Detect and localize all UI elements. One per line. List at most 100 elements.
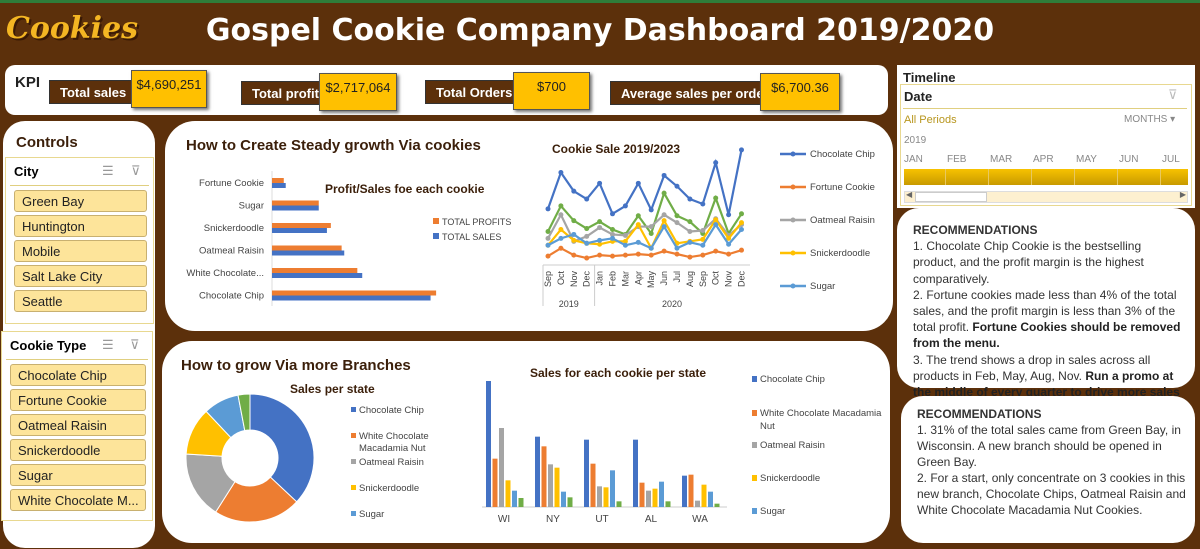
timeline-month: JUL bbox=[1162, 154, 1180, 165]
data-point bbox=[674, 251, 680, 257]
kpi-panel: KPI Total sales $4,690,251 Total profit … bbox=[5, 65, 888, 115]
data-point bbox=[622, 242, 628, 248]
x-tick-label: May bbox=[646, 271, 656, 289]
timeline-year: 2019 bbox=[904, 135, 927, 146]
multi-select-icon[interactable]: ☰ bbox=[102, 163, 114, 178]
legend-swatch bbox=[351, 459, 356, 464]
bar-total-sales bbox=[272, 250, 345, 256]
data-point bbox=[739, 211, 744, 217]
legend-label: Chocolate Chip bbox=[359, 405, 424, 416]
timeline-month-segment[interactable] bbox=[1119, 169, 1161, 185]
timeline-panel: Timeline Date ⊽ All Periods MONTHS ▾ 201… bbox=[897, 65, 1195, 208]
column-bar bbox=[505, 480, 511, 507]
clear-filter-icon[interactable]: ⊽ bbox=[1168, 87, 1178, 102]
cookie-type-slicer: Cookie Type ☰ ⊽ Chocolate Chip Fortune Co… bbox=[1, 331, 153, 521]
data-point bbox=[622, 232, 628, 238]
timeline-month-segment[interactable] bbox=[1033, 169, 1075, 185]
data-point bbox=[739, 147, 744, 153]
timeline-month-segment[interactable] bbox=[1076, 169, 1118, 185]
slicer-item[interactable]: Sugar bbox=[10, 464, 146, 486]
rec1-title: RECOMMENDATIONS bbox=[913, 223, 1038, 237]
data-point bbox=[661, 218, 667, 224]
legend-label: Snickerdoodle bbox=[760, 473, 820, 484]
scrollbar-thumb[interactable] bbox=[915, 192, 987, 202]
x-tick-label: AL bbox=[645, 514, 658, 525]
donut-slice bbox=[215, 476, 298, 523]
section2-title: How to grow Via more Branches bbox=[181, 357, 411, 374]
data-point bbox=[571, 237, 577, 243]
slicer-item[interactable]: Salt Lake City bbox=[14, 265, 147, 287]
data-point bbox=[610, 235, 615, 241]
bar-total-sales bbox=[272, 183, 286, 188]
data-point bbox=[610, 253, 615, 259]
column-bar bbox=[554, 467, 560, 507]
scroll-right-icon[interactable]: ▶ bbox=[1179, 190, 1186, 199]
data-point bbox=[545, 229, 551, 234]
slicer-item[interactable]: Fortune Cookie bbox=[10, 389, 146, 411]
category-label: Oatmeal Raisin bbox=[199, 246, 264, 257]
legend-marker bbox=[790, 217, 796, 223]
timeline-unit-dropdown[interactable]: MONTHS ▾ bbox=[1124, 114, 1176, 125]
column-bar bbox=[639, 482, 645, 507]
column-bar bbox=[603, 487, 609, 507]
data-point bbox=[584, 196, 590, 202]
legend-swatch bbox=[433, 233, 439, 239]
line-series bbox=[547, 190, 743, 236]
data-point bbox=[635, 213, 641, 219]
data-point bbox=[700, 228, 706, 234]
category-label: Snickerdoodle bbox=[204, 223, 264, 234]
x-tick-label: Sep bbox=[698, 271, 708, 287]
data-point bbox=[635, 251, 641, 257]
slicer-item[interactable]: Mobile bbox=[14, 240, 147, 262]
rec1-point2: 2. Fortune cookies made less than 4% of … bbox=[913, 287, 1181, 351]
x-tick-label: Feb bbox=[608, 271, 618, 287]
kpi-total-orders-value: $700 bbox=[513, 72, 590, 110]
slicer-item[interactable]: Green Bay bbox=[14, 190, 147, 212]
clear-filter-icon[interactable]: ⊽ bbox=[131, 163, 141, 178]
timeline-scrollbar[interactable]: ◀ ▶ bbox=[904, 190, 1188, 203]
timeline-month: JAN bbox=[904, 154, 923, 165]
data-point bbox=[648, 207, 654, 213]
timeline-month-segment[interactable] bbox=[1162, 169, 1200, 185]
data-point bbox=[545, 253, 551, 259]
x-tick-label: Jul bbox=[672, 271, 682, 283]
bar-total-profits bbox=[272, 200, 319, 206]
kpi-total-sales-label: Total sales bbox=[49, 80, 138, 104]
data-point bbox=[597, 225, 603, 231]
timeline-month-segment[interactable] bbox=[947, 169, 989, 185]
column-bar bbox=[548, 464, 553, 507]
slicer-item[interactable]: Oatmeal Raisin bbox=[10, 414, 146, 436]
scroll-left-icon[interactable]: ◀ bbox=[906, 190, 913, 199]
clear-filter-icon[interactable]: ⊽ bbox=[130, 337, 140, 352]
category-label: Chocolate Chip bbox=[199, 291, 264, 302]
slicer-item[interactable]: White Chocolate M... bbox=[10, 489, 146, 511]
growth-panel: How to Create Steady growth Via cookies … bbox=[165, 121, 893, 331]
slicer-item[interactable]: Seattle bbox=[14, 290, 147, 312]
data-point bbox=[597, 237, 603, 243]
slicer-item[interactable]: Snickerdoodle bbox=[10, 439, 146, 461]
column-bar bbox=[492, 458, 498, 507]
timeline-period[interactable]: All Periods bbox=[904, 114, 957, 126]
donut-slice bbox=[237, 393, 251, 432]
rec1-point1: 1. Chocolate Chip Cookie is the bestsell… bbox=[913, 239, 1144, 286]
data-point bbox=[661, 248, 667, 254]
timeline-month: APR bbox=[1033, 154, 1054, 165]
slicer-item[interactable]: Chocolate Chip bbox=[10, 364, 146, 386]
rec2-point1: 1. 31% of the total sales came from Gree… bbox=[917, 423, 1181, 469]
recommendations-panel-2: RECOMMENDATIONS 1. 31% of the total sale… bbox=[901, 396, 1195, 543]
timeline-month-segment[interactable] bbox=[990, 169, 1032, 185]
legend-swatch bbox=[752, 475, 757, 481]
data-point bbox=[713, 217, 719, 223]
bar-total-sales bbox=[272, 295, 431, 301]
category-label: White Chocolate... bbox=[186, 268, 264, 279]
timeline-range-bar[interactable] bbox=[904, 169, 1188, 185]
column-bar bbox=[633, 439, 638, 507]
data-point bbox=[545, 206, 551, 212]
x-tick-label: Dec bbox=[737, 271, 747, 288]
multi-select-icon[interactable]: ☰ bbox=[102, 337, 114, 352]
x-tick-label: Dec bbox=[582, 271, 592, 288]
timeline-month-segment[interactable] bbox=[904, 169, 946, 185]
data-point bbox=[713, 160, 719, 166]
slicer-item[interactable]: Huntington bbox=[14, 215, 147, 237]
